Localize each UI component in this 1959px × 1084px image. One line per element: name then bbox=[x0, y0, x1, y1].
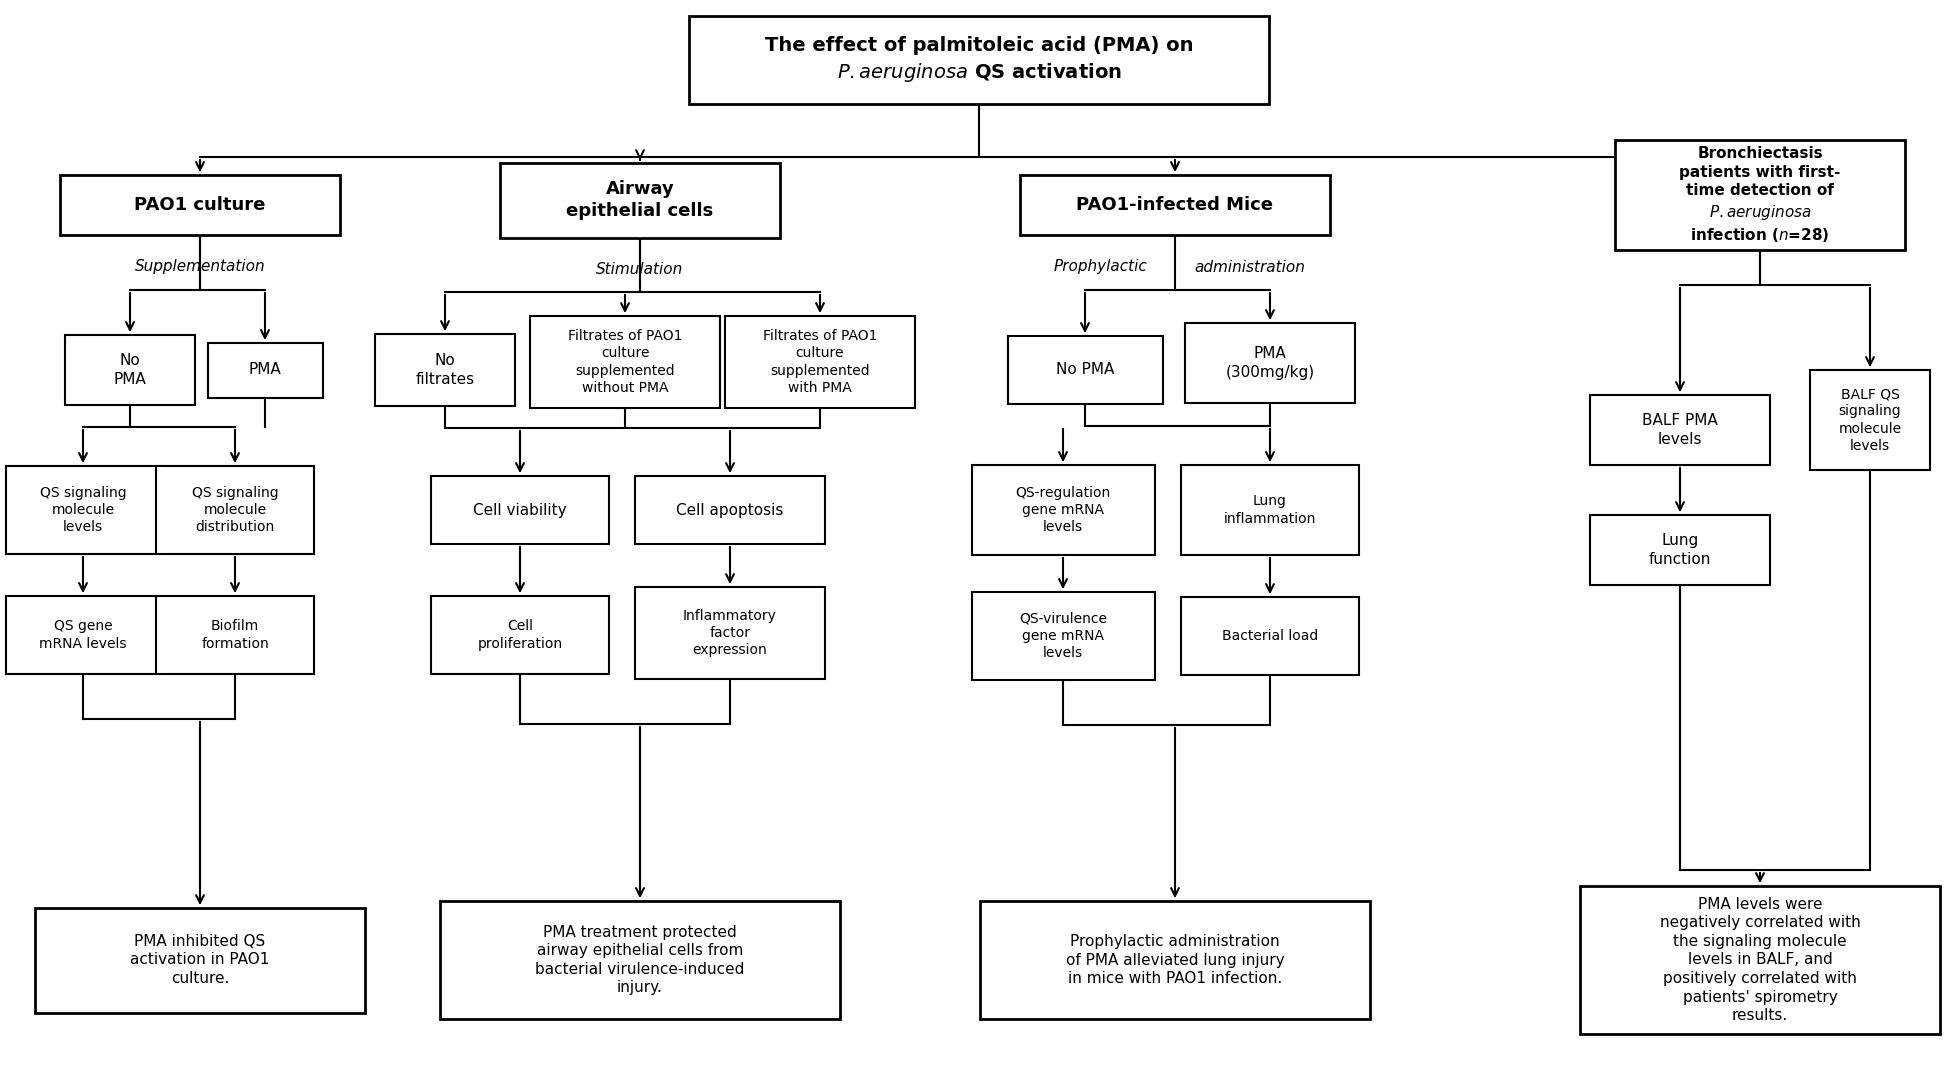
FancyBboxPatch shape bbox=[61, 175, 341, 235]
FancyBboxPatch shape bbox=[1181, 597, 1360, 675]
FancyBboxPatch shape bbox=[157, 466, 313, 554]
Text: Cell
proliferation: Cell proliferation bbox=[478, 619, 562, 650]
Text: PMA treatment protected
airway epithelial cells from
bacterial virulence-induced: PMA treatment protected airway epithelia… bbox=[535, 925, 744, 995]
FancyBboxPatch shape bbox=[1007, 336, 1162, 404]
FancyBboxPatch shape bbox=[1591, 395, 1771, 465]
Text: QS signaling
molecule
levels: QS signaling molecule levels bbox=[39, 486, 125, 534]
FancyBboxPatch shape bbox=[6, 596, 161, 674]
Text: Prophylactic: Prophylactic bbox=[1054, 259, 1146, 274]
Text: Lung
function: Lung function bbox=[1649, 533, 1712, 567]
Text: Filtrates of PAO1
culture
supplemented
without PMA: Filtrates of PAO1 culture supplemented w… bbox=[568, 330, 682, 395]
Text: Biofilm
formation: Biofilm formation bbox=[202, 619, 268, 650]
Text: PAO1-infected Mice: PAO1-infected Mice bbox=[1077, 196, 1273, 214]
Text: BALF QS
signaling
molecule
levels: BALF QS signaling molecule levels bbox=[1838, 387, 1902, 453]
Text: Cell apoptosis: Cell apoptosis bbox=[676, 503, 784, 517]
Text: No
filtrates: No filtrates bbox=[415, 353, 474, 387]
Text: PMA inhibited QS
activation in PAO1
culture.: PMA inhibited QS activation in PAO1 cult… bbox=[131, 934, 270, 986]
FancyBboxPatch shape bbox=[431, 596, 609, 674]
Text: PMA: PMA bbox=[249, 362, 282, 377]
FancyBboxPatch shape bbox=[1614, 140, 1904, 250]
FancyBboxPatch shape bbox=[972, 465, 1154, 555]
FancyBboxPatch shape bbox=[65, 335, 196, 405]
Text: Airway
epithelial cells: Airway epithelial cells bbox=[566, 180, 713, 220]
FancyBboxPatch shape bbox=[690, 16, 1269, 104]
Text: Cell viability: Cell viability bbox=[474, 503, 566, 517]
Text: QS-regulation
gene mRNA
levels: QS-regulation gene mRNA levels bbox=[1015, 486, 1111, 534]
FancyBboxPatch shape bbox=[1810, 370, 1930, 470]
FancyBboxPatch shape bbox=[441, 901, 840, 1019]
FancyBboxPatch shape bbox=[500, 163, 780, 237]
Text: Stimulation: Stimulation bbox=[596, 261, 684, 276]
FancyBboxPatch shape bbox=[635, 588, 825, 679]
Text: The effect of palmitoleic acid (PMA) on
$\it{P. aeruginosa}$ QS activation: The effect of palmitoleic acid (PMA) on … bbox=[764, 37, 1193, 83]
FancyBboxPatch shape bbox=[1185, 323, 1356, 403]
Text: administration: administration bbox=[1195, 259, 1305, 274]
Text: PMA levels were
negatively correlated with
the signaling molecule
levels in BALF: PMA levels were negatively correlated wi… bbox=[1659, 896, 1861, 1023]
FancyBboxPatch shape bbox=[374, 334, 515, 406]
Text: PAO1 culture: PAO1 culture bbox=[135, 196, 266, 214]
Text: QS gene
mRNA levels: QS gene mRNA levels bbox=[39, 619, 127, 650]
Text: Filtrates of PAO1
culture
supplemented
with PMA: Filtrates of PAO1 culture supplemented w… bbox=[762, 330, 878, 395]
FancyBboxPatch shape bbox=[157, 596, 313, 674]
Text: Supplementation: Supplementation bbox=[135, 259, 264, 274]
Text: No
PMA: No PMA bbox=[114, 353, 147, 387]
FancyBboxPatch shape bbox=[1591, 515, 1771, 585]
Text: Inflammatory
factor
expression: Inflammatory factor expression bbox=[684, 609, 778, 657]
Text: PMA
(300mg/kg): PMA (300mg/kg) bbox=[1226, 346, 1314, 379]
Text: QS-virulence
gene mRNA
levels: QS-virulence gene mRNA levels bbox=[1019, 611, 1107, 660]
FancyBboxPatch shape bbox=[35, 907, 364, 1012]
FancyBboxPatch shape bbox=[1581, 886, 1939, 1034]
FancyBboxPatch shape bbox=[725, 317, 915, 408]
FancyBboxPatch shape bbox=[1021, 175, 1330, 235]
Text: Bacterial load: Bacterial load bbox=[1222, 629, 1318, 643]
Text: Bronchiectasis
patients with first-
time detection of
$\it{P. aeruginosa}$
infec: Bronchiectasis patients with first- time… bbox=[1679, 146, 1841, 244]
FancyBboxPatch shape bbox=[531, 317, 721, 408]
Text: BALF PMA
levels: BALF PMA levels bbox=[1642, 413, 1718, 447]
FancyBboxPatch shape bbox=[980, 901, 1369, 1019]
FancyBboxPatch shape bbox=[431, 476, 609, 544]
FancyBboxPatch shape bbox=[1181, 465, 1360, 555]
FancyBboxPatch shape bbox=[635, 476, 825, 544]
Text: No PMA: No PMA bbox=[1056, 362, 1115, 377]
Text: Prophylactic administration
of PMA alleviated lung injury
in mice with PAO1 infe: Prophylactic administration of PMA allev… bbox=[1066, 934, 1285, 986]
Text: Lung
inflammation: Lung inflammation bbox=[1224, 494, 1316, 526]
FancyBboxPatch shape bbox=[972, 592, 1154, 680]
Text: QS signaling
molecule
distribution: QS signaling molecule distribution bbox=[192, 486, 278, 534]
FancyBboxPatch shape bbox=[208, 343, 323, 398]
FancyBboxPatch shape bbox=[6, 466, 161, 554]
